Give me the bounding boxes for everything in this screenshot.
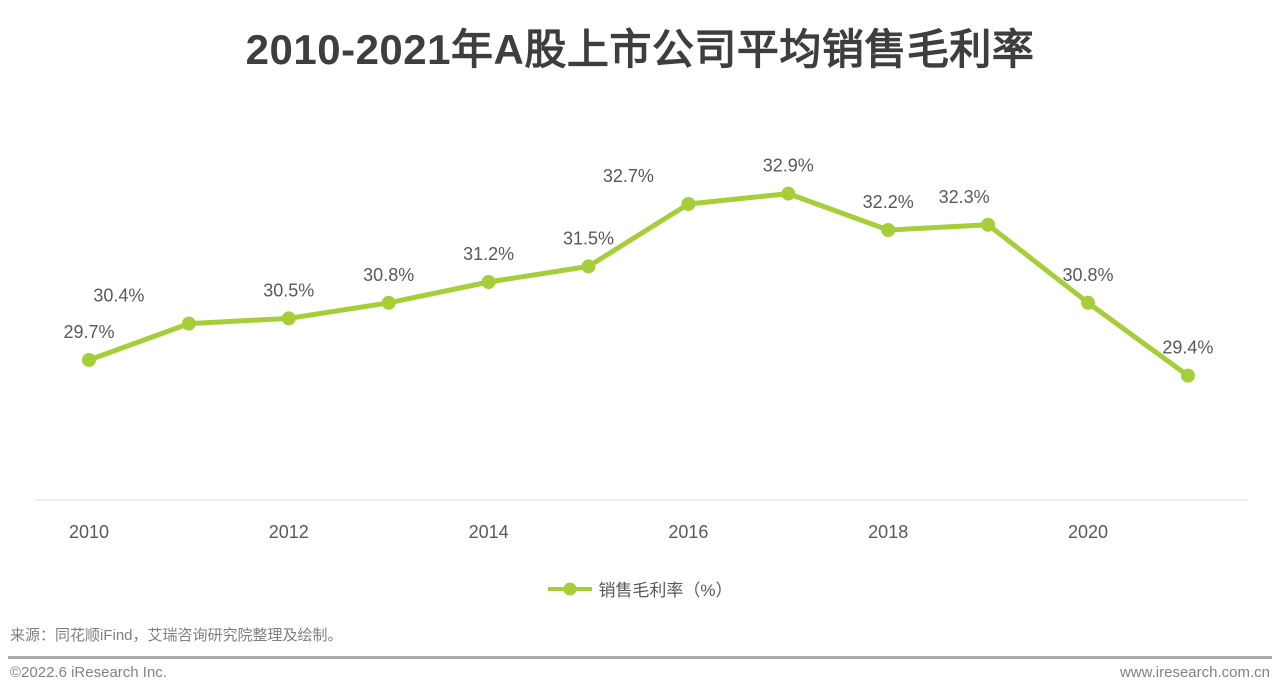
footer-website: www.iresearch.com.cn bbox=[1119, 664, 1270, 681]
data-label-2019: 32.3% bbox=[939, 187, 990, 207]
line-chart: 29.7% 30.4% 30.5% 30.8% 31.2% 31.5% 32.7% 32.9%… bbox=[35, 156, 1248, 542]
footer-divider bbox=[8, 656, 1272, 659]
data-point-2016 bbox=[681, 197, 696, 211]
data-point-2010 bbox=[82, 353, 96, 367]
x-tick-2018: 2018 bbox=[868, 522, 908, 542]
legend: 销售毛利率（%） bbox=[0, 576, 1280, 601]
data-label-2010: 29.7% bbox=[63, 322, 114, 342]
series-line bbox=[86, 191, 1191, 379]
data-label-2013: 30.8% bbox=[363, 265, 414, 285]
legend-label: 销售毛利率（%） bbox=[598, 581, 733, 600]
page-title: 2010-2021年A股上市公司平均销售毛利率 bbox=[245, 26, 1035, 73]
data-label-2021: 29.4% bbox=[1162, 338, 1213, 358]
x-tick-2012: 2012 bbox=[269, 522, 309, 542]
x-tick-2014: 2014 bbox=[469, 522, 509, 542]
data-point-2014 bbox=[481, 275, 496, 289]
data-label-2016: 32.7% bbox=[603, 166, 654, 186]
data-point-2017 bbox=[781, 186, 796, 201]
data-label-2012: 30.5% bbox=[263, 280, 314, 300]
x-tick-2020: 2020 bbox=[1068, 522, 1108, 542]
data-point-2020 bbox=[1081, 295, 1095, 310]
x-tick-2016: 2016 bbox=[668, 522, 708, 542]
data-point-2013 bbox=[381, 295, 396, 310]
footer-copyright: ©2022.6 iResearch Inc. bbox=[10, 664, 167, 681]
legend-line-marker-icon bbox=[548, 582, 593, 595]
data-label-2011: 30.4% bbox=[93, 286, 144, 306]
data-label-2018: 32.2% bbox=[863, 192, 914, 212]
source-note: 来源：同花顺iFind，艾瑞咨询研究院整理及绘制。 bbox=[10, 627, 343, 644]
data-point-2019 bbox=[981, 217, 996, 232]
x-tick-2010: 2010 bbox=[69, 522, 109, 542]
data-label-2015: 31.5% bbox=[563, 228, 614, 248]
data-point-2015 bbox=[581, 259, 596, 274]
data-point-2011 bbox=[181, 316, 196, 331]
data-point-2018 bbox=[881, 223, 896, 237]
data-point-2021 bbox=[1180, 368, 1195, 383]
data-label-2017: 32.9% bbox=[763, 156, 814, 176]
data-label-2014: 31.2% bbox=[463, 244, 514, 264]
data-label-2020: 30.8% bbox=[1062, 265, 1113, 285]
data-point-2012 bbox=[281, 311, 296, 326]
